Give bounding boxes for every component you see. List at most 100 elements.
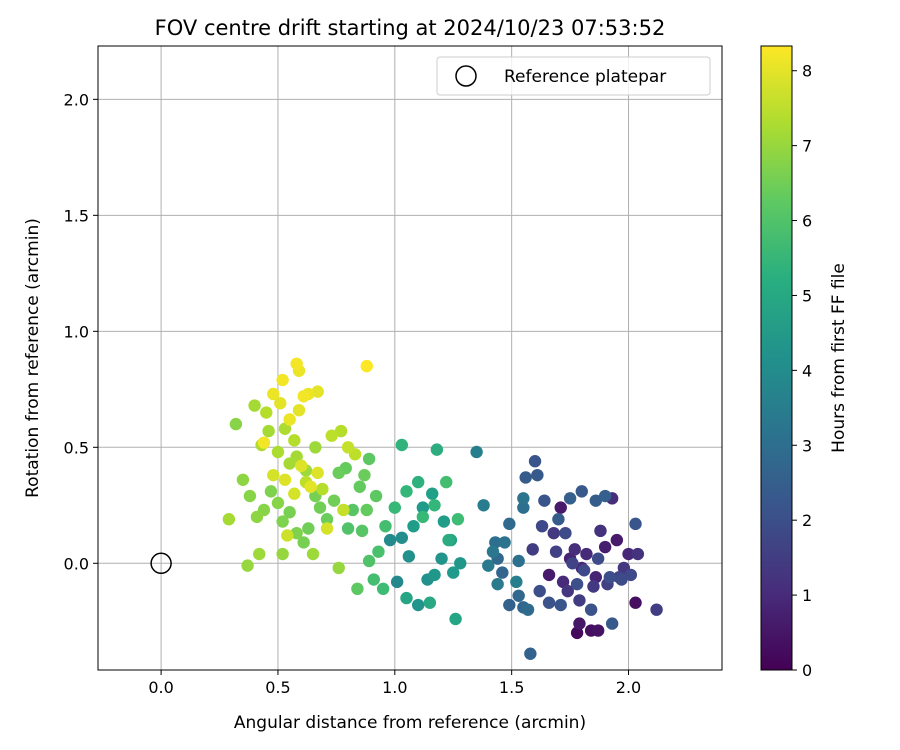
- colorbar-ticks: 0 1 2 3 4 5 6 7 8: [792, 62, 812, 680]
- data-point: [311, 466, 324, 480]
- data-point: [486, 545, 500, 558]
- data-point: [395, 531, 409, 544]
- data-point: [253, 547, 266, 561]
- data-point: [309, 441, 322, 454]
- data-point: [267, 468, 280, 482]
- data-point: [624, 568, 638, 582]
- data-point: [327, 494, 341, 507]
- data-point: [416, 501, 430, 514]
- data-point: [526, 543, 539, 556]
- y-tick-label: 1.0: [64, 322, 89, 341]
- data-point: [489, 536, 502, 549]
- data-point: [594, 524, 607, 538]
- data-point: [260, 406, 273, 419]
- data-point: [603, 571, 617, 584]
- data-point: [390, 575, 404, 589]
- data-point: [563, 492, 577, 505]
- data-point: [577, 564, 591, 577]
- data-point: [313, 501, 327, 514]
- data-point: [360, 503, 373, 517]
- data-point: [257, 436, 271, 449]
- data-point: [547, 526, 560, 540]
- data-point: [372, 545, 385, 558]
- data-point: [316, 482, 329, 496]
- data-point: [351, 582, 364, 596]
- data-point: [496, 566, 509, 579]
- data-point: [440, 475, 453, 489]
- data-point: [570, 577, 584, 591]
- data-point: [591, 624, 605, 637]
- data-point: [538, 494, 551, 507]
- data-point: [610, 533, 624, 547]
- data-point: [288, 434, 301, 447]
- data-point: [510, 575, 523, 589]
- data-point: [566, 557, 579, 570]
- data-point: [570, 626, 584, 640]
- data-point: [437, 515, 451, 528]
- data-point: [491, 577, 504, 591]
- data-point: [276, 547, 289, 561]
- data-point: [383, 533, 397, 547]
- data-point: [320, 513, 334, 526]
- data-point: [236, 473, 250, 486]
- data-point: [573, 617, 586, 630]
- colorbar-tick-label: 2: [802, 511, 812, 530]
- data-point: [290, 526, 303, 540]
- colorbar-tick-label: 3: [802, 436, 812, 455]
- data-point: [542, 596, 556, 609]
- colorbar-tick-label: 4: [802, 361, 812, 380]
- data-point: [288, 487, 301, 500]
- data-point: [598, 540, 612, 554]
- data-point: [631, 547, 645, 561]
- x-tick-label: 1.0: [382, 678, 407, 697]
- data-point: [332, 561, 345, 575]
- data-point: [498, 536, 511, 549]
- data-point: [402, 550, 416, 563]
- data-points: [222, 357, 663, 660]
- data-point: [334, 424, 348, 438]
- data-point: [629, 517, 642, 531]
- data-point: [283, 506, 296, 519]
- data-point: [311, 385, 324, 398]
- data-point: [428, 499, 441, 512]
- data-point: [292, 403, 306, 417]
- data-point: [503, 598, 516, 612]
- data-point: [589, 494, 602, 507]
- data-point: [341, 441, 355, 454]
- y-tick-label: 0.0: [64, 554, 89, 573]
- y-axis-ticks: 0.0 0.5 1.0 1.5 2.0: [64, 90, 98, 573]
- colorbar-label: Hours from first FF file: [829, 263, 849, 453]
- data-point: [388, 501, 402, 514]
- data-point: [358, 468, 371, 482]
- colorbar-tick-label: 6: [802, 212, 812, 231]
- data-point: [512, 589, 525, 602]
- data-point: [428, 568, 441, 582]
- x-tick-label: 0.0: [148, 678, 173, 697]
- y-tick-label: 0.5: [64, 438, 89, 457]
- data-point: [320, 522, 334, 535]
- data-point: [573, 594, 586, 607]
- data-point: [283, 413, 296, 426]
- data-point: [379, 519, 392, 533]
- data-point: [470, 445, 483, 459]
- data-point: [554, 501, 567, 514]
- x-tick-label: 0.5: [265, 678, 290, 697]
- colorbar-tick-label: 0: [802, 661, 812, 680]
- colorbar-tick-label: 7: [802, 137, 812, 156]
- data-point: [400, 485, 413, 498]
- data-point: [248, 399, 261, 412]
- data-point: [517, 492, 530, 505]
- data-point: [264, 485, 278, 498]
- data-point: [241, 559, 254, 572]
- legend-marker-reference: [455, 65, 477, 87]
- data-point: [584, 603, 598, 616]
- x-tick-label: 2.0: [616, 678, 641, 697]
- data-point: [503, 517, 516, 531]
- data-point: [411, 598, 425, 612]
- data-point: [281, 529, 294, 542]
- data-point: [337, 503, 350, 517]
- data-point: [426, 487, 439, 500]
- data-point: [650, 603, 663, 616]
- data-point: [283, 457, 296, 470]
